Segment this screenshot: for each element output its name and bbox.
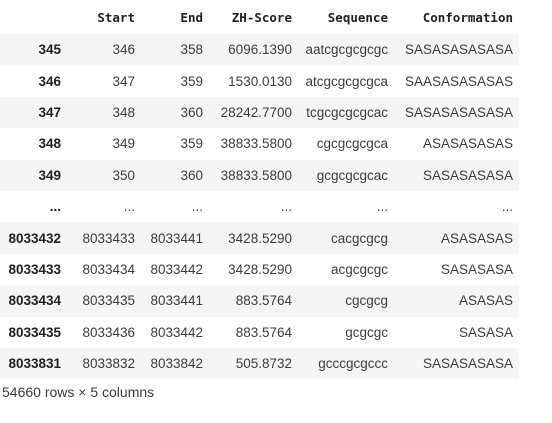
table-row: 345 346 358 6096.1390 aatcgcgcgcgc SASAS… — [0, 34, 519, 66]
cell-zh-score: 883.5764 — [235, 324, 292, 340]
cell-start: 349 — [112, 136, 135, 152]
row-index: 8033435 — [8, 324, 61, 340]
cell-start: 8033832 — [82, 356, 135, 372]
table-row: 8033831 8033832 8033842 505.8732 gcccgcg… — [0, 347, 519, 380]
cell-sequence: cgcgcg — [345, 293, 388, 309]
header-zh-score: ZH-Score — [209, 0, 298, 34]
cell-conformation: SASASASASA — [422, 167, 513, 183]
row-index: 348 — [38, 136, 61, 152]
cell-end: 360 — [180, 167, 203, 183]
cell-zh-score: 38833.5800 — [220, 167, 292, 183]
dataframe-output: Start End ZH-Score Sequence Conformation… — [0, 0, 519, 380]
header-index — [0, 0, 67, 34]
cell-sequence: acgcgcgc — [330, 261, 388, 277]
cell-sequence: tcgcgcgcgcac — [306, 104, 388, 120]
cell-zh-score: 1530.0130 — [228, 73, 292, 89]
row-index: ... — [49, 199, 61, 215]
cell-zh-score: 883.5764 — [235, 293, 292, 309]
header-row: Start End ZH-Score Sequence Conformation — [0, 0, 519, 34]
cell-zh-score: ... — [280, 199, 292, 215]
cell-conformation: SASASASASA — [422, 356, 513, 372]
cell-start: 350 — [112, 167, 135, 183]
cell-zh-score: 505.8732 — [235, 356, 292, 372]
table-header: Start End ZH-Score Sequence Conformation — [0, 0, 519, 34]
table-row: 8033434 8033435 8033441 883.5764 cgcgcg … — [0, 285, 519, 317]
row-index: 345 — [38, 42, 61, 58]
cell-sequence: cgcgcgcgca — [316, 136, 388, 152]
table-body: 345 346 358 6096.1390 aatcgcgcgcgc SASAS… — [0, 34, 519, 380]
cell-end: 359 — [180, 73, 203, 89]
row-index: 347 — [38, 104, 61, 120]
cell-end: 8033441 — [150, 293, 203, 309]
cell-start: 8033433 — [82, 230, 135, 246]
table-row: 8033435 8033436 8033442 883.5764 gcgcgc … — [0, 316, 519, 348]
cell-zh-score: 3428.5290 — [228, 261, 292, 277]
cell-end: 8033842 — [150, 356, 203, 372]
cell-conformation: ... — [501, 199, 513, 215]
cell-end: 8033442 — [150, 324, 203, 340]
cell-sequence: gcgcgc — [345, 324, 388, 340]
cell-zh-score: 3428.5290 — [228, 230, 292, 246]
header-end: End — [141, 0, 209, 34]
cell-conformation: ASASAS — [458, 293, 513, 309]
cell-conformation: SAASASASASAS — [404, 73, 513, 89]
cell-start: 346 — [112, 42, 135, 58]
cell-zh-score: 6096.1390 — [228, 42, 292, 58]
cell-zh-score: 38833.5800 — [220, 136, 292, 152]
cell-start: 348 — [112, 104, 135, 120]
cell-start: 8033436 — [82, 324, 135, 340]
cell-conformation: ASASASASAS — [422, 136, 513, 152]
table-row: 8033433 8033434 8033442 3428.5290 acgcgc… — [0, 253, 519, 286]
header-sequence: Sequence — [298, 0, 394, 34]
table-row: 349 350 360 38833.5800 gcgcgcgcac SASASA… — [0, 159, 519, 191]
table-row: 348 349 359 38833.5800 cgcgcgcgca ASASAS… — [0, 128, 519, 160]
cell-conformation: SASASASASASA — [404, 42, 513, 58]
row-index: 346 — [38, 73, 61, 89]
table-row: 8033432 8033433 8033441 3428.5290 cacgcg… — [0, 222, 519, 254]
cell-sequence: cacgcgcg — [330, 230, 388, 246]
cell-sequence: gcgcgcgcac — [316, 167, 388, 183]
ellipsis-row: ... ... ... ... ... ... — [0, 190, 519, 223]
cell-end: 360 — [180, 104, 203, 120]
cell-end: 8033442 — [150, 261, 203, 277]
cell-sequence: atcgcgcgcgca — [305, 73, 388, 89]
row-index: 8033434 — [8, 293, 61, 309]
dataframe-table: Start End ZH-Score Sequence Conformation… — [0, 0, 519, 380]
cell-end: 8033441 — [150, 230, 203, 246]
cell-conformation: SASASASASASA — [404, 104, 513, 120]
dataframe-shape-caption: 54660 rows × 5 columns — [2, 384, 155, 400]
row-index: 8033831 — [8, 356, 61, 372]
cell-sequence: gcccgcgccc — [318, 356, 388, 372]
cell-end: 358 — [180, 42, 203, 58]
row-index: 8033432 — [8, 230, 61, 246]
cell-sequence: ... — [376, 199, 388, 215]
cell-start: 8033434 — [82, 261, 135, 277]
row-index: 349 — [38, 167, 61, 183]
row-index: 8033433 — [8, 261, 61, 277]
cell-zh-score: 28242.7700 — [220, 104, 292, 120]
cell-start: 8033435 — [82, 293, 135, 309]
cell-end: ... — [191, 199, 203, 215]
header-conformation: Conformation — [394, 0, 519, 34]
cell-conformation: ASASASAS — [440, 230, 513, 246]
cell-conformation: SASASASA — [440, 261, 513, 277]
table-row: 347 348 360 28242.7700 tcgcgcgcgcac SASA… — [0, 96, 519, 129]
cell-end: 359 — [180, 136, 203, 152]
cell-conformation: SASASA — [458, 324, 513, 340]
table-row: 346 347 359 1530.0130 atcgcgcgcgca SAASA… — [0, 65, 519, 97]
header-start: Start — [67, 0, 141, 34]
cell-start: ... — [123, 199, 135, 215]
cell-sequence: aatcgcgcgcgc — [305, 42, 388, 58]
cell-start: 347 — [112, 73, 135, 89]
